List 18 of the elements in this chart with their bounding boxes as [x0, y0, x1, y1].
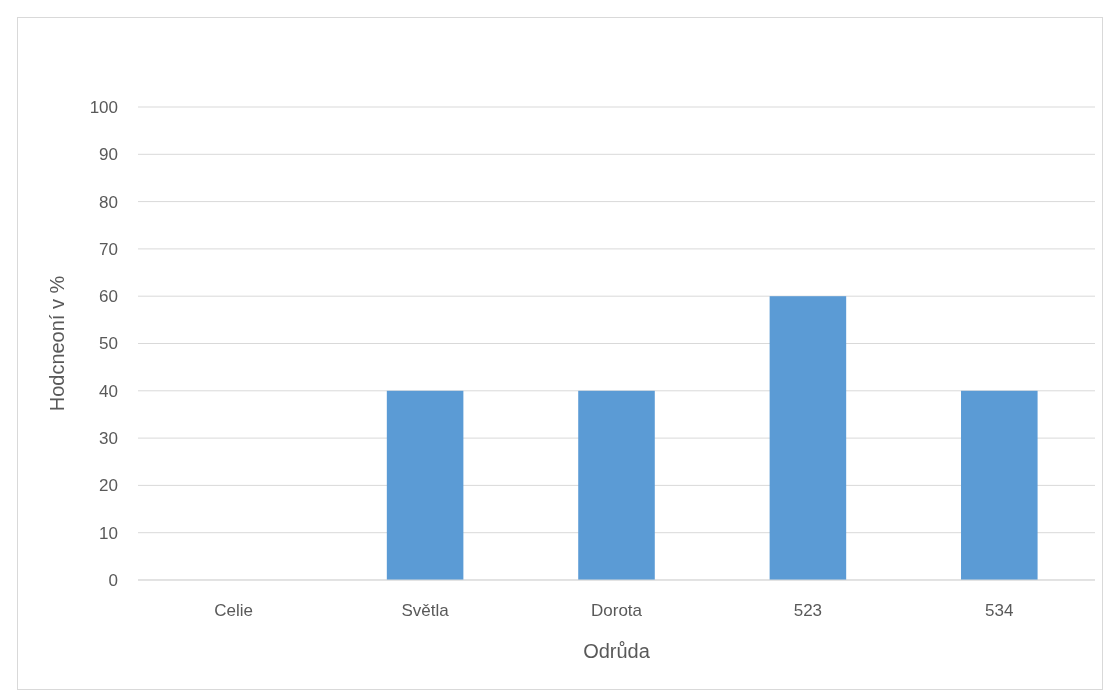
- x-tick-label: 534: [985, 601, 1014, 620]
- x-tick-label: Celie: [214, 601, 254, 620]
- y-tick-label: 30: [99, 429, 118, 449]
- y-tick-label: 50: [99, 334, 118, 354]
- x-tick-label: Světla: [401, 601, 450, 620]
- y-tick-label: 60: [99, 287, 118, 307]
- y-tick-label: 0: [108, 570, 118, 590]
- y-tick-label: 20: [99, 476, 118, 496]
- y-tick-label: 10: [99, 523, 118, 543]
- y-tick-label: 90: [99, 145, 118, 165]
- x-axis-title: Odrůda: [583, 640, 651, 662]
- y-tick-label: 70: [99, 239, 118, 259]
- y-tick-label: 40: [99, 381, 118, 401]
- x-tick-label: Dorota: [590, 601, 643, 620]
- y-axis-title: Hodcneoní v %: [46, 275, 68, 412]
- y-tick-label: 80: [99, 192, 118, 212]
- x-tick-label: 523: [793, 601, 823, 620]
- y-tick-label: 100: [89, 97, 118, 117]
